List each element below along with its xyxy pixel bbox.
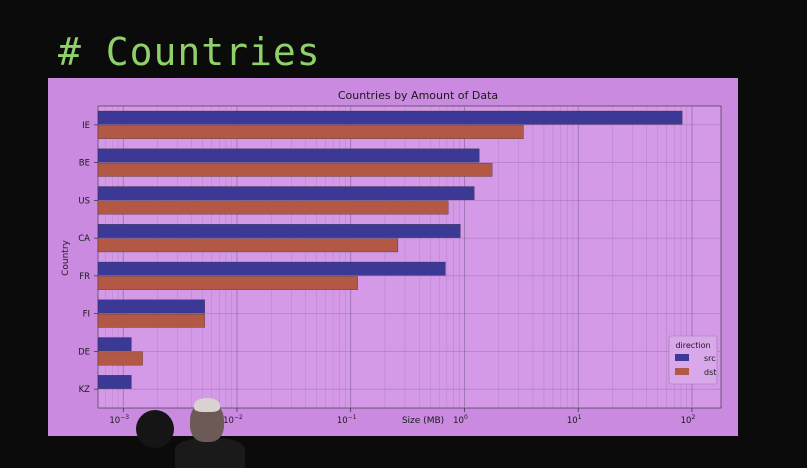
legend-label-src: src — [704, 354, 716, 363]
bar-de-src — [97, 337, 132, 352]
y-tick-label-fi: FI — [83, 310, 90, 320]
chart-title: Countries by Amount of Data — [338, 89, 498, 102]
x-tick-label: 10−2 — [223, 414, 243, 426]
bar-chart: IE BE US CA FR FI DE KZ 10−3 10−2 10−1 100 101 102 C… — [48, 78, 738, 436]
legend-label-dst: dst — [704, 368, 716, 377]
y-tick-label-fr: FR — [79, 272, 90, 282]
x-axis: 10−3 10−2 10−1 100 101 102 — [109, 408, 695, 426]
bar-be-src — [97, 148, 480, 163]
bars-group — [97, 110, 683, 389]
x-tick-label: 101 — [567, 414, 582, 426]
x-tick-label: 100 — [453, 414, 468, 426]
legend-title: direction — [675, 341, 710, 350]
y-tick-label-us: US — [78, 196, 90, 206]
bar-us-dst — [97, 200, 449, 215]
speaker-hair — [194, 398, 220, 412]
bar-fi-src — [97, 299, 205, 314]
legend: direction src dst — [668, 335, 718, 385]
bar-be-dst — [97, 162, 493, 177]
y-tick-label-ca: CA — [78, 234, 90, 244]
bar-de-dst — [97, 351, 143, 366]
bar-us-src — [97, 186, 475, 201]
bar-ie-src — [97, 110, 683, 125]
bar-ca-dst — [97, 238, 399, 253]
x-axis-label: Size (MB) — [402, 416, 444, 426]
bar-fi-dst — [97, 313, 205, 328]
y-tick-label-be: BE — [79, 159, 90, 169]
bar-fr-dst — [97, 276, 358, 290]
x-tick-label: 10−1 — [337, 414, 357, 426]
audience-head-silhouette — [136, 410, 174, 448]
legend-swatch-dst — [675, 368, 689, 375]
x-tick-label: 102 — [681, 414, 696, 426]
bar-ca-src — [97, 224, 461, 238]
bar-fr-src — [97, 261, 446, 276]
x-tick-label: 10−3 — [109, 414, 129, 426]
bar-kz-src — [97, 375, 132, 389]
bar-ie-dst — [97, 125, 524, 139]
y-tick-label-de: DE — [78, 347, 90, 357]
y-axis-label: Country — [61, 239, 71, 275]
projected-chart-screen: IE BE US CA FR FI DE KZ 10−3 10−2 10−1 100 101 102 C… — [48, 78, 738, 436]
y-axis: IE BE US CA FR FI DE KZ — [78, 121, 98, 395]
speaker-body-silhouette — [175, 438, 245, 468]
y-tick-label-ie: IE — [82, 121, 90, 131]
slide-heading: # Countries — [58, 30, 321, 74]
legend-swatch-src — [675, 354, 689, 361]
y-tick-label-kz: KZ — [79, 385, 91, 395]
